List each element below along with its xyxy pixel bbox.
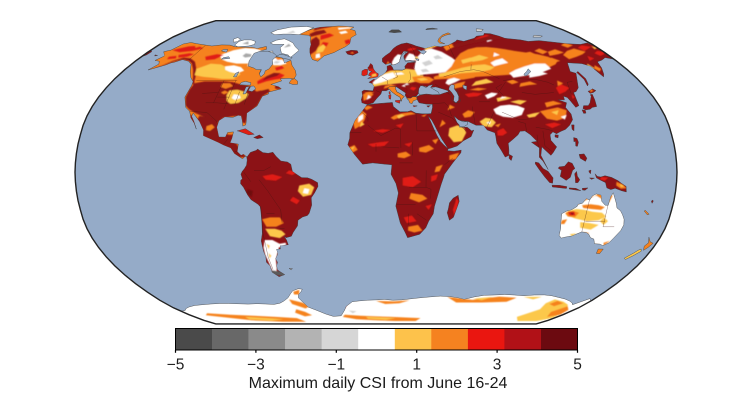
svg-text:5: 5	[573, 356, 582, 373]
svg-text:3: 3	[493, 356, 502, 373]
svg-text:1: 1	[412, 356, 421, 373]
svg-text:−3: −3	[247, 356, 265, 373]
svg-text:−5: −5	[167, 356, 185, 373]
svg-text:−1: −1	[327, 356, 345, 373]
svg-text:Maximum daily CSI from June 16: Maximum daily CSI from June 16-24	[249, 375, 508, 392]
